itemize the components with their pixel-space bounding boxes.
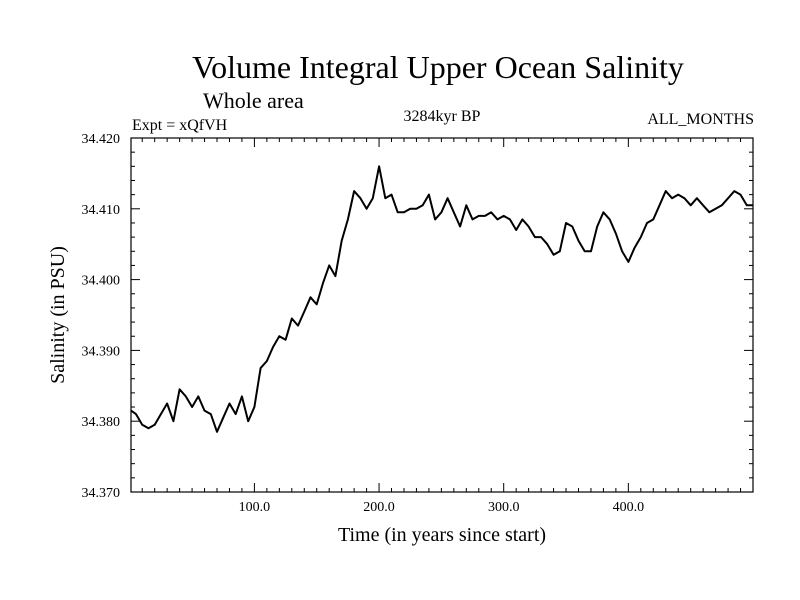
- experiment-label: Expt = xQfVH: [132, 117, 228, 134]
- y-tick-label: 34.400: [82, 274, 121, 289]
- salinity-series-line: [130, 165, 753, 433]
- y-tick-label: 34.420: [82, 132, 121, 147]
- chart-subtitle: Whole area: [203, 88, 304, 113]
- chart-title: Volume Integral Upper Ocean Salinity: [192, 49, 684, 85]
- x-tick-label: 400.0: [613, 500, 645, 515]
- period-label: 3284kyr BP: [404, 108, 481, 125]
- x-tick-label: 200.0: [363, 500, 395, 515]
- months-label: ALL_MONTHS: [647, 111, 754, 128]
- x-tick-label: 300.0: [488, 500, 520, 515]
- y-tick-label: 34.410: [82, 203, 121, 218]
- x-tick-label: 100.0: [239, 500, 271, 515]
- minor-ticks: [131, 138, 753, 492]
- plot-frame: [130, 137, 754, 493]
- major-ticks: [131, 137, 753, 493]
- y-tick-label: 34.370: [82, 486, 121, 501]
- x-axis-label: Time (in years since start): [338, 524, 546, 546]
- y-axis-label: Salinity (in PSU): [47, 246, 69, 384]
- y-tick-label: 34.380: [82, 415, 121, 430]
- y-tick-label: 34.390: [82, 344, 121, 359]
- y-tick-labels: 34.370 34.380 34.390 34.400 34.410 34.420: [82, 132, 121, 501]
- x-tick-labels: 100.0 200.0 300.0 400.0: [239, 500, 644, 515]
